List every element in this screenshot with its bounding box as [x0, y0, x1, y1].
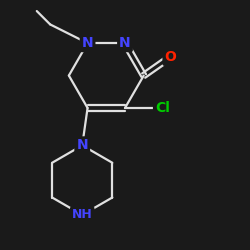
Text: N: N: [82, 36, 94, 50]
Text: N: N: [119, 36, 131, 50]
Text: N: N: [76, 138, 88, 152]
Text: Cl: Cl: [155, 101, 170, 115]
Text: O: O: [164, 50, 176, 64]
Text: NH: NH: [72, 208, 92, 222]
